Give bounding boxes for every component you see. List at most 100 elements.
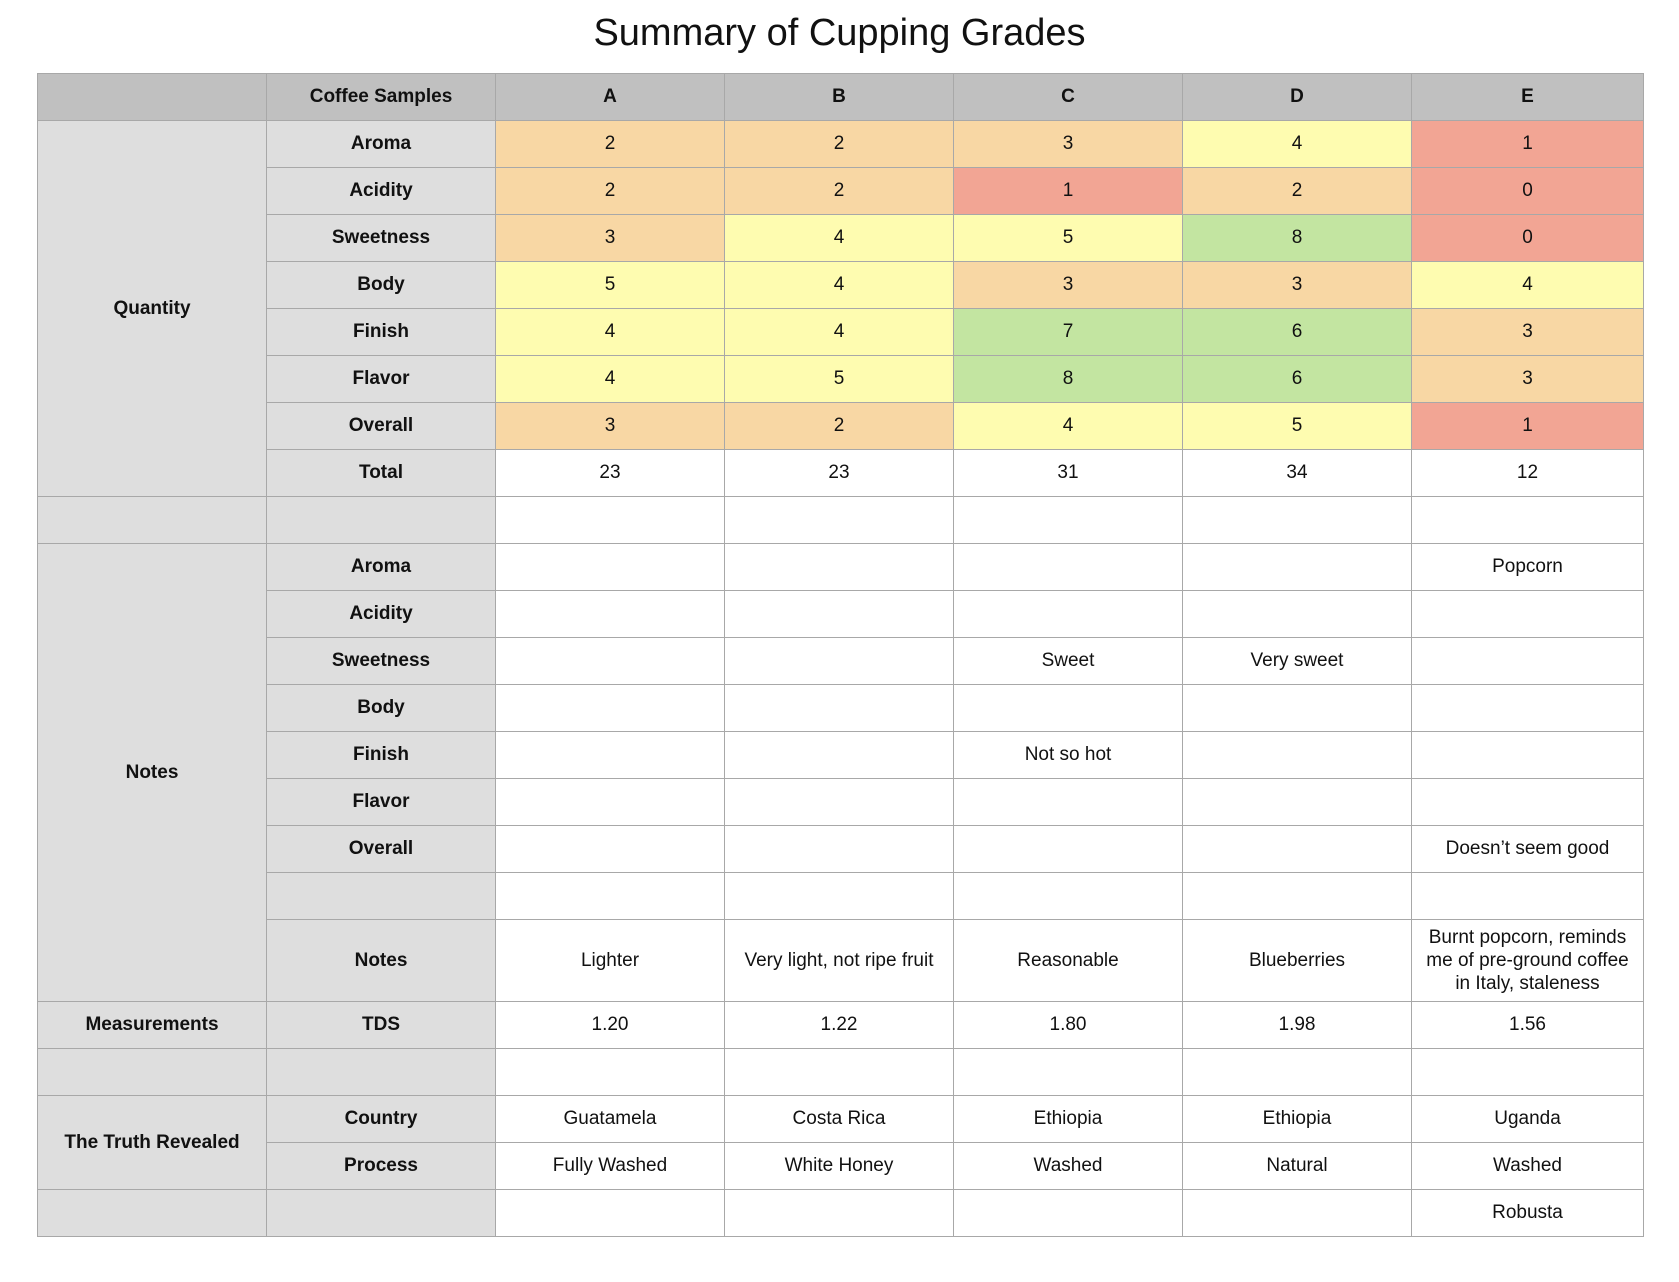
group-label-empty: [37, 1048, 267, 1096]
table-row: Acidity: [38, 590, 1644, 638]
value-cell: 23: [724, 449, 954, 497]
row-label: Aroma: [266, 120, 496, 168]
table-row: Flavor 4 5 8 6 3: [38, 355, 1644, 403]
value-cell: 4: [953, 402, 1183, 450]
value-cell: 4: [724, 214, 954, 262]
value-cell: 1.22: [724, 1001, 954, 1049]
table-row: Flavor: [38, 778, 1644, 826]
table-row: Finish 4 4 7 6 3: [38, 308, 1644, 356]
group-label-empty: [37, 496, 267, 544]
value-cell: 4: [724, 308, 954, 356]
sample-header: E: [1411, 73, 1644, 121]
value-cell: [495, 496, 725, 544]
value-cell: [1411, 731, 1644, 779]
value-cell: [1411, 872, 1644, 920]
row-label: [266, 1189, 496, 1237]
value-cell: 2: [495, 120, 725, 168]
value-cell: [953, 1189, 1183, 1237]
value-cell: Ethiopia: [1182, 1095, 1412, 1143]
row-label: Body: [266, 684, 496, 732]
value-cell: 3: [953, 120, 1183, 168]
row-label: [266, 872, 496, 920]
value-cell: 8: [1182, 214, 1412, 262]
table-row: Sweetness 3 4 5 8 0: [38, 214, 1644, 262]
table-row: Body: [38, 684, 1644, 732]
value-cell: [724, 872, 954, 920]
value-cell: Sweet: [953, 637, 1183, 685]
value-cell: 23: [495, 449, 725, 497]
header-row: Coffee Samples A B C D E: [37, 73, 1644, 121]
value-cell: Very sweet: [1182, 637, 1412, 685]
value-cell: [495, 637, 725, 685]
value-cell: 3: [495, 214, 725, 262]
row-label: Total: [266, 449, 496, 497]
row-label: Acidity: [266, 167, 496, 215]
value-cell: Popcorn: [1411, 543, 1644, 591]
row-label: Flavor: [266, 355, 496, 403]
value-cell: Robusta: [1411, 1189, 1644, 1237]
value-cell: [1411, 496, 1644, 544]
value-cell: [953, 872, 1183, 920]
value-cell: [724, 1048, 954, 1096]
sample-header: C: [953, 73, 1183, 121]
value-cell: [953, 1048, 1183, 1096]
value-cell: 1.20: [495, 1001, 725, 1049]
value-cell: 1: [1411, 120, 1644, 168]
header-label-cell: Coffee Samples: [266, 73, 496, 121]
value-cell: 1.80: [953, 1001, 1183, 1049]
value-cell: [1182, 543, 1412, 591]
group-label: Notes: [37, 543, 267, 1002]
value-cell: [1182, 1189, 1412, 1237]
group-label: Quantity: [37, 120, 267, 497]
value-cell: [1182, 1048, 1412, 1096]
table-row: Overall Doesn’t seem good: [38, 825, 1644, 873]
value-cell: [1411, 590, 1644, 638]
value-cell: [953, 496, 1183, 544]
value-cell: [953, 778, 1183, 826]
value-cell: [724, 1189, 954, 1237]
value-cell: [724, 731, 954, 779]
row-label: Finish: [266, 308, 496, 356]
value-cell: [1182, 778, 1412, 826]
value-cell: Doesn’t seem good: [1411, 825, 1644, 873]
row-label: Country: [266, 1095, 496, 1143]
value-cell: Blueberries: [1182, 919, 1412, 1002]
value-cell: 4: [495, 308, 725, 356]
value-cell: 0: [1411, 214, 1644, 262]
row-label: Flavor: [266, 778, 496, 826]
value-cell: [724, 684, 954, 732]
value-cell: 31: [953, 449, 1183, 497]
value-cell: 5: [724, 355, 954, 403]
value-cell: [495, 1189, 725, 1237]
value-cell: 1: [1411, 402, 1644, 450]
value-cell: Natural: [1182, 1142, 1412, 1190]
value-cell: [495, 684, 725, 732]
page-title: Summary of Cupping Grades: [593, 12, 1086, 54]
row-label: TDS: [266, 1001, 496, 1049]
group-label: Measurements: [37, 1001, 267, 1049]
value-cell: 3: [495, 402, 725, 450]
table-row: Measurements TDS 1.20 1.22 1.80 1.98 1.56: [37, 1001, 1644, 1049]
value-cell: [1182, 872, 1412, 920]
value-cell: 5: [495, 261, 725, 309]
table-row: Total 23 23 31 34 12: [38, 449, 1644, 497]
spacer-row: [37, 496, 1644, 544]
sample-header: B: [724, 73, 954, 121]
table-row: Process Fully Washed White Honey Washed Natu…: [38, 1142, 1644, 1190]
value-cell: Very light, not ripe fruit: [724, 919, 954, 1002]
value-cell: 34: [1182, 449, 1412, 497]
cupping-grades-table: Coffee Samples A B C D E Quantity Aroma 2 2…: [37, 73, 1644, 1237]
row-label-empty: [266, 496, 496, 544]
value-cell: Not so hot: [953, 731, 1183, 779]
value-cell: 4: [1411, 261, 1644, 309]
value-cell: Ethiopia: [953, 1095, 1183, 1143]
value-cell: [1182, 496, 1412, 544]
spacer-row: [37, 1048, 1644, 1096]
value-cell: 12: [1411, 449, 1644, 497]
value-cell: [724, 825, 954, 873]
value-cell: [495, 825, 725, 873]
table-row: Acidity 2 2 1 2 0: [38, 167, 1644, 215]
row-label: Overall: [266, 402, 496, 450]
row-label: Body: [266, 261, 496, 309]
value-cell: 3: [1411, 355, 1644, 403]
